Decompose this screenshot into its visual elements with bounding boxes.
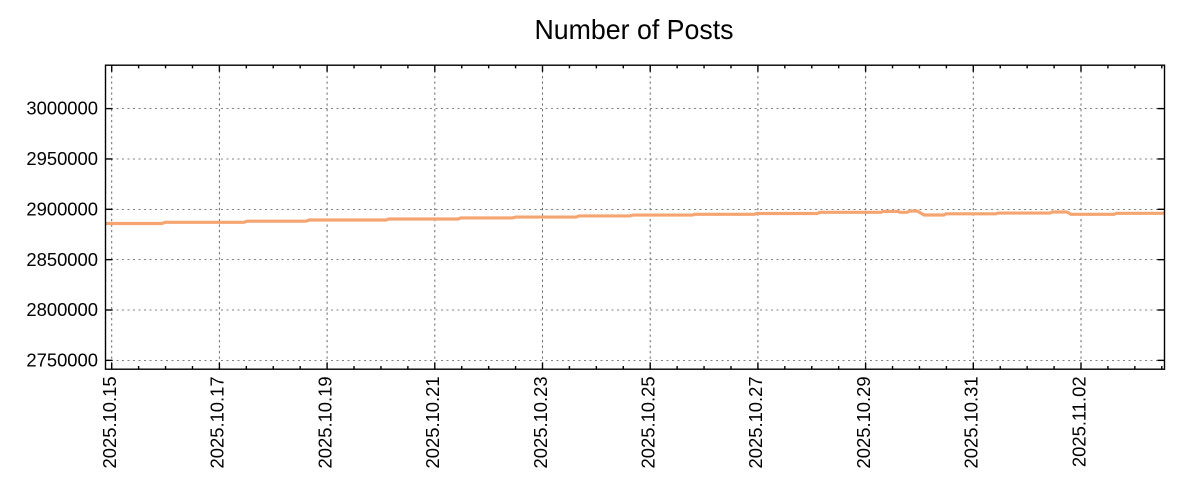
svg-text:2950000: 2950000 (26, 148, 98, 169)
svg-text:2900000: 2900000 (26, 198, 98, 219)
svg-text:3000000: 3000000 (26, 98, 98, 119)
svg-text:2025.10.21: 2025.10.21 (422, 376, 443, 468)
svg-text:2750000: 2750000 (26, 349, 98, 370)
svg-text:2025.10.27: 2025.10.27 (745, 376, 766, 468)
svg-text:2025.11.02: 2025.11.02 (1068, 376, 1089, 467)
svg-text:2850000: 2850000 (26, 249, 98, 270)
svg-text:2800000: 2800000 (26, 299, 98, 320)
svg-text:2025.10.15: 2025.10.15 (99, 376, 120, 468)
svg-text:2025.10.19: 2025.10.19 (314, 376, 335, 468)
svg-text:2025.10.23: 2025.10.23 (530, 376, 551, 468)
svg-text:Number of Posts: Number of Posts (535, 14, 734, 45)
svg-text:2025.10.29: 2025.10.29 (853, 376, 874, 468)
svg-text:2025.10.25: 2025.10.25 (638, 376, 659, 468)
svg-text:2025.10.31: 2025.10.31 (961, 376, 982, 468)
svg-text:2025.10.17: 2025.10.17 (207, 376, 228, 468)
